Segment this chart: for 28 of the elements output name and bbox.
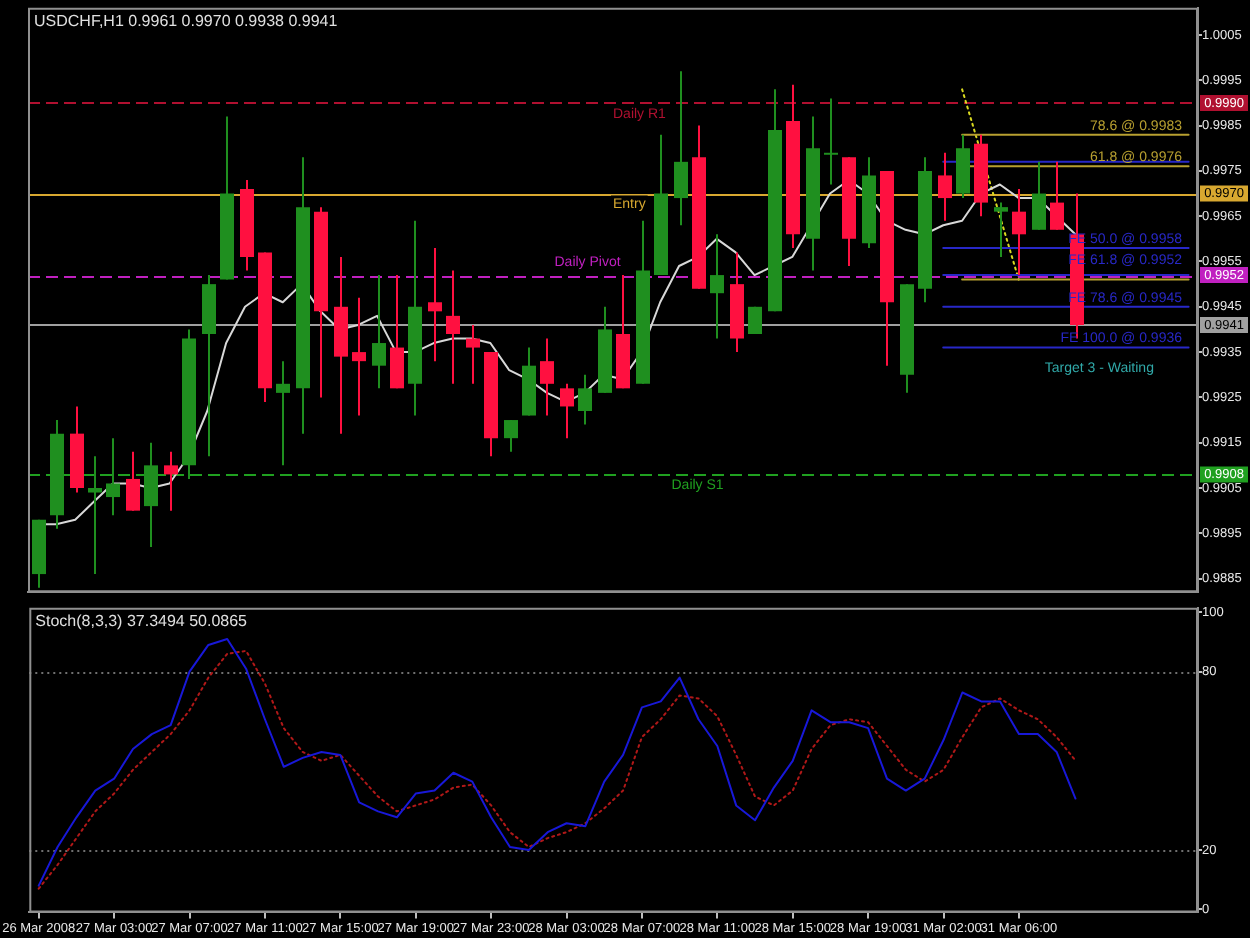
candlestick — [1032, 160, 1046, 231]
candlestick — [126, 450, 140, 512]
candlestick — [560, 382, 574, 440]
chart-title: Stoch(8,3,3) 37.3494 50.0865 — [35, 612, 249, 631]
candlestick — [88, 455, 102, 576]
candlestick — [164, 450, 178, 512]
candlestick — [390, 274, 404, 390]
candlestick — [352, 296, 366, 417]
candlestick — [674, 70, 688, 227]
candlestick — [276, 360, 290, 467]
candlestick — [1050, 160, 1064, 231]
candlestick — [748, 305, 762, 335]
candlestick — [710, 233, 724, 340]
candlestick — [466, 323, 480, 385]
candlestick — [994, 201, 1008, 258]
candlestick — [372, 274, 386, 390]
candlestick — [956, 133, 970, 200]
chart-title: USDCHF,H1 0.9961 0.9970 0.9938 0.9941 — [34, 12, 339, 31]
candlestick — [428, 246, 442, 363]
candlestick — [540, 337, 554, 417]
candlestick — [1012, 188, 1026, 277]
candlestick — [824, 97, 838, 186]
candlestick — [446, 269, 460, 385]
candlestick — [504, 419, 518, 453]
candlestick — [578, 373, 592, 426]
candlestick — [938, 151, 952, 222]
candlestick — [144, 441, 158, 548]
candlestick — [106, 437, 120, 517]
